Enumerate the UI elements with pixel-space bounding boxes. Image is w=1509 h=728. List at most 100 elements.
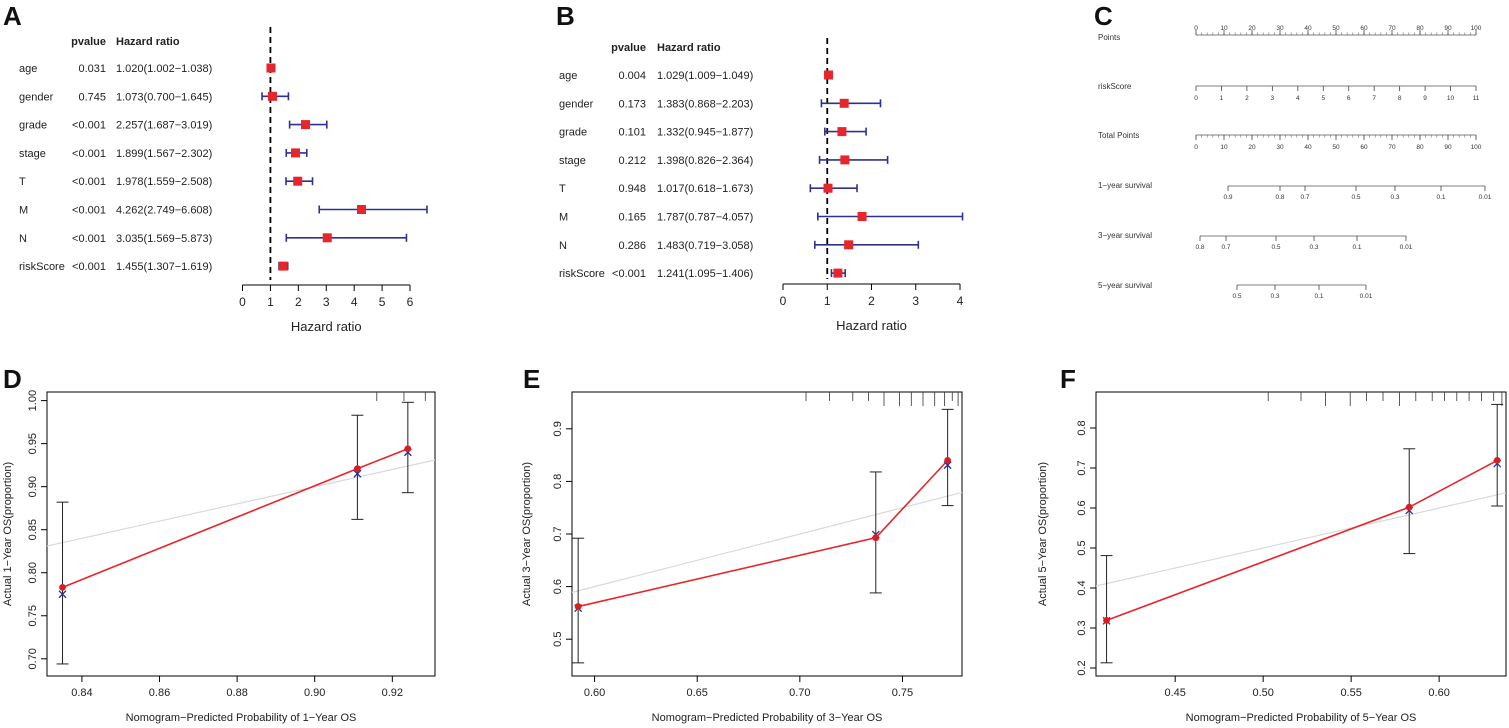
hr-point xyxy=(844,240,854,250)
row-hazard-ratio: 1.073(0.700−1.645) xyxy=(116,91,212,103)
nomogram-tick-label: 5 xyxy=(1321,95,1325,102)
x-tick-label: 2 xyxy=(868,294,875,308)
y-tick-label: 0.85 xyxy=(27,519,39,540)
observed-point xyxy=(404,445,412,453)
row-hazard-ratio: 3.035(1.569−5.873) xyxy=(116,233,212,245)
x-tick-label: 3 xyxy=(323,295,330,309)
y-tick-label: 0.4 xyxy=(1076,580,1088,595)
nomogram-tick-label: 0 xyxy=(1194,25,1198,32)
row-name: M xyxy=(559,212,568,224)
row-name: age xyxy=(559,70,577,82)
row-name: grade xyxy=(559,127,587,139)
nomogram-row-label: Points xyxy=(1098,33,1120,42)
nomogram-tick-label: 0.01 xyxy=(1400,244,1413,251)
nomogram-tick-label: 20 xyxy=(1248,144,1256,151)
nomogram-tick-label: 0.01 xyxy=(1360,293,1373,300)
x-tick-label: 0.86 xyxy=(149,687,170,699)
row-name: gender xyxy=(19,91,54,103)
row-name: T xyxy=(19,176,26,188)
bias-corrected-marker xyxy=(58,590,67,599)
observed-point xyxy=(1493,457,1501,464)
row-hazard-ratio: 1.483(0.719−3.058) xyxy=(657,240,753,252)
nomogram-tick-label: 1 xyxy=(1220,95,1224,102)
observed-line xyxy=(1106,459,1498,622)
panel-label: E xyxy=(523,364,540,394)
panel-label: B xyxy=(556,1,575,31)
calibration-plot-e: E 0.60 0.65 0.70 0.75 0.5 0.6 0.7 0.8 0.9 Nomogram… xyxy=(521,364,963,724)
row-pvalue: <0.001 xyxy=(72,148,106,160)
y-tick-label: 0.8 xyxy=(1076,420,1088,435)
row-pvalue: 0.101 xyxy=(618,127,646,139)
row-pvalue: <0.001 xyxy=(612,268,646,280)
row-name: age xyxy=(19,63,37,75)
row-pvalue: 0.031 xyxy=(78,63,106,75)
nomogram-tick-label: 80 xyxy=(1416,25,1424,32)
row-pvalue: 0.745 xyxy=(78,91,106,103)
nomogram-tick-label: 0.8 xyxy=(1275,194,1284,201)
plot-frame xyxy=(571,391,963,677)
nomogram-tick-label: 0.3 xyxy=(1309,244,1318,251)
header-pvalue: pvalue xyxy=(71,36,106,48)
nomogram-tick-label: 60 xyxy=(1360,25,1368,32)
x-axis-title: Hazard ratio xyxy=(291,319,362,334)
row-pvalue: <0.001 xyxy=(72,233,106,245)
nomogram-tick-label: 80 xyxy=(1416,144,1424,151)
nomogram-tick-label: 40 xyxy=(1304,144,1312,151)
nomogram-tick-label: 0.8 xyxy=(1195,244,1204,251)
nomogram-tick-label: 0 xyxy=(1194,95,1198,102)
y-tick-label: 0.9 xyxy=(552,421,564,436)
x-tick-label: 1 xyxy=(824,294,831,308)
row-pvalue: <0.001 xyxy=(72,176,106,188)
nomogram-tick-label: 10 xyxy=(1447,95,1455,102)
ideal-line xyxy=(571,491,963,593)
panel-label: A xyxy=(3,1,22,31)
hr-point xyxy=(322,233,332,243)
hr-point xyxy=(857,212,867,221)
y-axis-title: Actual 3−Year OS(proportion) xyxy=(521,462,533,606)
x-tick-label: 0.88 xyxy=(226,687,247,699)
nomogram-tick-label: 0.1 xyxy=(1436,194,1445,201)
plot-frame xyxy=(46,391,436,677)
x-tick-label: 4 xyxy=(957,294,964,308)
row-pvalue: 0.948 xyxy=(618,183,646,195)
x-tick-label: 0 xyxy=(780,294,787,308)
y-tick-label: 0.3 xyxy=(1076,620,1088,635)
nomogram-row-label: Total Points xyxy=(1098,131,1139,140)
row-pvalue: <0.001 xyxy=(72,120,106,132)
y-tick-label: 0.90 xyxy=(27,476,39,497)
nomogram-tick-label: 3 xyxy=(1271,95,1275,102)
x-tick-label: 0.45 xyxy=(1164,687,1185,699)
row-hazard-ratio: 1.017(0.618−1.673) xyxy=(657,183,753,195)
row-name: N xyxy=(19,233,27,245)
panel-label: F xyxy=(1060,364,1076,394)
hr-point xyxy=(823,183,833,193)
y-tick-label: 0.7 xyxy=(1076,460,1088,475)
nomogram-tick-label: 0.7 xyxy=(1300,194,1309,201)
x-tick-label: 0 xyxy=(239,295,246,309)
hr-point xyxy=(267,91,277,101)
x-tick-label: 0.50 xyxy=(1252,687,1273,699)
row-hazard-ratio: 1.020(1.002−1.038) xyxy=(116,63,212,75)
nomogram-tick-label: 0.1 xyxy=(1352,244,1361,251)
observed-point xyxy=(944,456,952,464)
x-tick-label: 0.84 xyxy=(71,687,92,699)
plot-frame xyxy=(1095,391,1507,677)
x-tick-label: 4 xyxy=(351,295,358,309)
hr-point xyxy=(293,176,303,186)
row-hazard-ratio: 1.332(0.945−1.877) xyxy=(657,127,753,139)
x-tick-label: 1 xyxy=(267,295,274,309)
nomogram-tick-label: 60 xyxy=(1360,144,1368,151)
nomogram-row-label: 3−year survival xyxy=(1098,231,1152,240)
hr-point xyxy=(833,268,843,278)
nomogram-tick-label: 10 xyxy=(1220,25,1228,32)
ideal-line xyxy=(1095,492,1507,587)
nomogram-tick-label: 11 xyxy=(1473,95,1480,102)
x-tick-label: 0.70 xyxy=(789,687,810,699)
x-tick-label: 0.60 xyxy=(1428,687,1449,699)
nomogram-tick-label: 70 xyxy=(1388,25,1396,32)
x-tick-label: 0.60 xyxy=(584,687,605,699)
